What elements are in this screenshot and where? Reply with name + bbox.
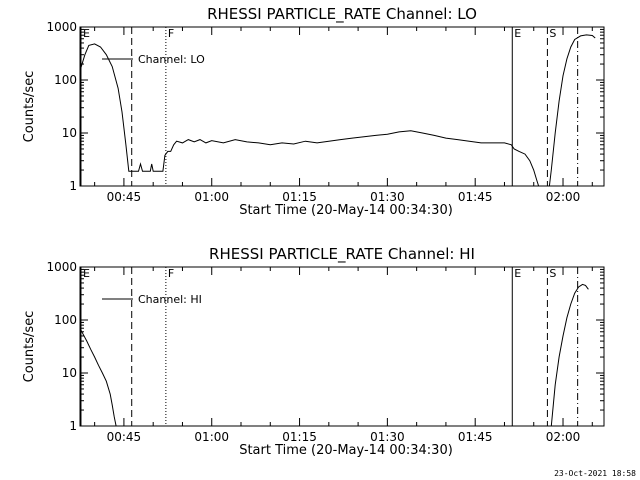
y-tick-label: 1000 bbox=[46, 20, 77, 34]
event-marker-label: E bbox=[83, 27, 90, 40]
series-line bbox=[550, 283, 589, 427]
y-tick-label: 10 bbox=[62, 126, 77, 140]
series-line bbox=[79, 327, 117, 427]
y-axis-label: Counts/sec bbox=[22, 311, 37, 383]
y-tick-label: 1000 bbox=[46, 260, 77, 274]
chart-panel-1: RHESSI PARTICLE_RATE Channel: LO 1 10 100 10… bbox=[22, 5, 605, 218]
x-tick-label: 01:00 bbox=[194, 430, 229, 444]
chart-title: RHESSI PARTICLE_RATE Channel: HI bbox=[209, 245, 475, 264]
y-tick-label: 100 bbox=[54, 73, 77, 87]
event-marker-label: E bbox=[514, 267, 521, 280]
axes-frame bbox=[79, 266, 605, 427]
y-tick-label: 1 bbox=[69, 419, 77, 433]
chart-panel-2: RHESSI PARTICLE_RATE Channel: HI 1 10 100 10… bbox=[22, 245, 605, 458]
event-marker-label: S bbox=[549, 267, 556, 280]
x-tick-label: 01:45 bbox=[458, 190, 493, 204]
y-axis-label: Counts/sec bbox=[22, 71, 37, 143]
x-tick-label: 00:45 bbox=[107, 430, 142, 444]
x-tick-label: 01:15 bbox=[282, 430, 317, 444]
event-marker-label: E bbox=[514, 27, 521, 40]
x-tick-label: 01:30 bbox=[370, 430, 405, 444]
event-marker-label: S bbox=[549, 27, 556, 40]
axes-frame bbox=[79, 26, 605, 187]
legend-label: Channel: HI bbox=[138, 293, 202, 306]
legend-label: Channel: LO bbox=[138, 53, 205, 66]
x-axis-label: Start Time (20-May-14 00:34:30) bbox=[239, 203, 453, 218]
event-marker-label: F bbox=[168, 267, 174, 280]
x-axis-label: Start Time (20-May-14 00:34:30) bbox=[239, 443, 453, 458]
series-line bbox=[79, 43, 540, 187]
y-tick-label: 1 bbox=[69, 179, 77, 193]
x-tick-label: 02:00 bbox=[546, 190, 581, 204]
timestamp-footer: 23-Oct-2021 18:58 bbox=[554, 469, 636, 478]
event-marker-label: F bbox=[168, 27, 174, 40]
x-tick-label: 01:00 bbox=[194, 190, 229, 204]
y-tick-label: 100 bbox=[54, 313, 77, 327]
x-tick-label: 01:45 bbox=[458, 430, 493, 444]
x-tick-label: 01:15 bbox=[282, 190, 317, 204]
x-tick-label: 00:45 bbox=[107, 190, 142, 204]
y-tick-label: 10 bbox=[62, 366, 77, 380]
chart-title: RHESSI PARTICLE_RATE Channel: LO bbox=[207, 5, 477, 24]
series-line bbox=[548, 34, 596, 187]
x-tick-label: 01:30 bbox=[370, 190, 405, 204]
x-tick-label: 02:00 bbox=[546, 430, 581, 444]
event-marker-label: E bbox=[83, 267, 90, 280]
